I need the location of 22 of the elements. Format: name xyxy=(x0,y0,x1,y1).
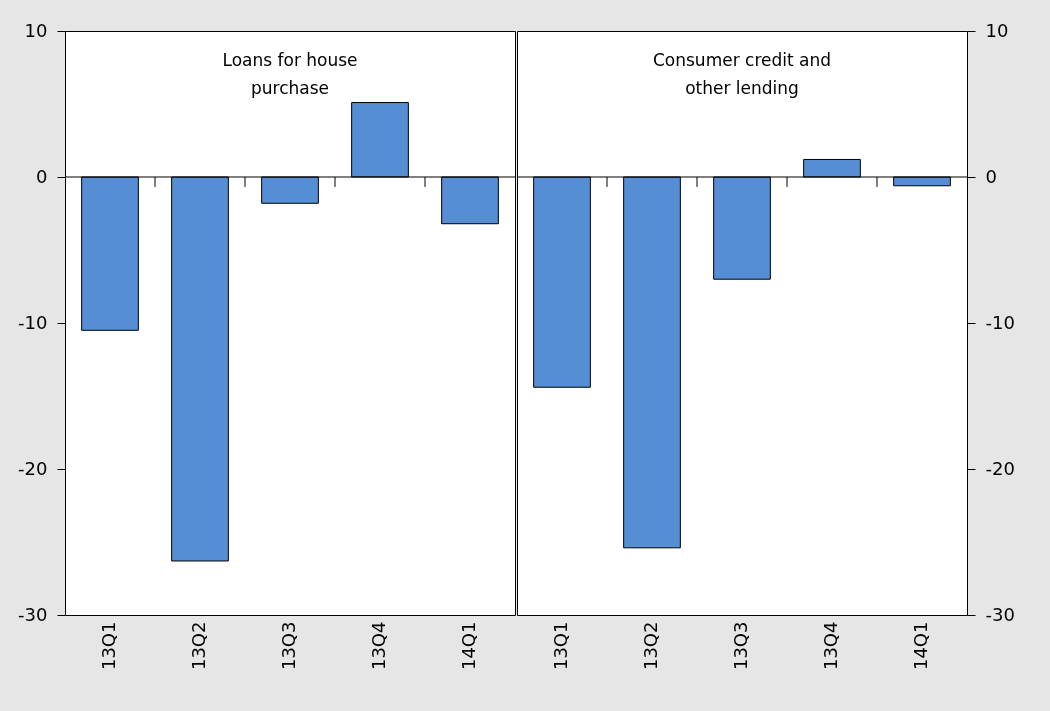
y-tick-label: -20 xyxy=(18,457,48,479)
annotation: Loans for house purchase xyxy=(222,50,358,98)
y-tick-label: 10 xyxy=(985,19,1009,41)
y-tick-label: 10 xyxy=(24,19,48,41)
x-tick-label: 14Q1 xyxy=(910,621,931,671)
annotation: Consumer credit and other lending xyxy=(652,50,832,98)
x-tick-label: 13Q3 xyxy=(730,621,751,671)
x-tick-label: 14Q1 xyxy=(458,621,479,671)
x-tick-label: 13Q4 xyxy=(368,621,389,671)
y-tick-label: -10 xyxy=(18,311,48,333)
y-tick-label: -30 xyxy=(18,603,48,625)
y-tick-label: 0 xyxy=(985,165,997,187)
y-tick-label: -10 xyxy=(985,311,1015,333)
x-tick-label: 13Q1 xyxy=(98,621,119,671)
x-tick-label: 13Q2 xyxy=(188,621,209,671)
x-tick-label: 13Q1 xyxy=(550,621,571,671)
x-tick-label: 13Q4 xyxy=(820,621,841,671)
x-tick-label: 13Q3 xyxy=(278,621,299,671)
y-tick-label: -30 xyxy=(985,603,1015,625)
y-tick-label: -20 xyxy=(985,457,1015,479)
x-tick-label: 13Q2 xyxy=(640,621,661,671)
y-tick-label: 0 xyxy=(36,165,48,187)
